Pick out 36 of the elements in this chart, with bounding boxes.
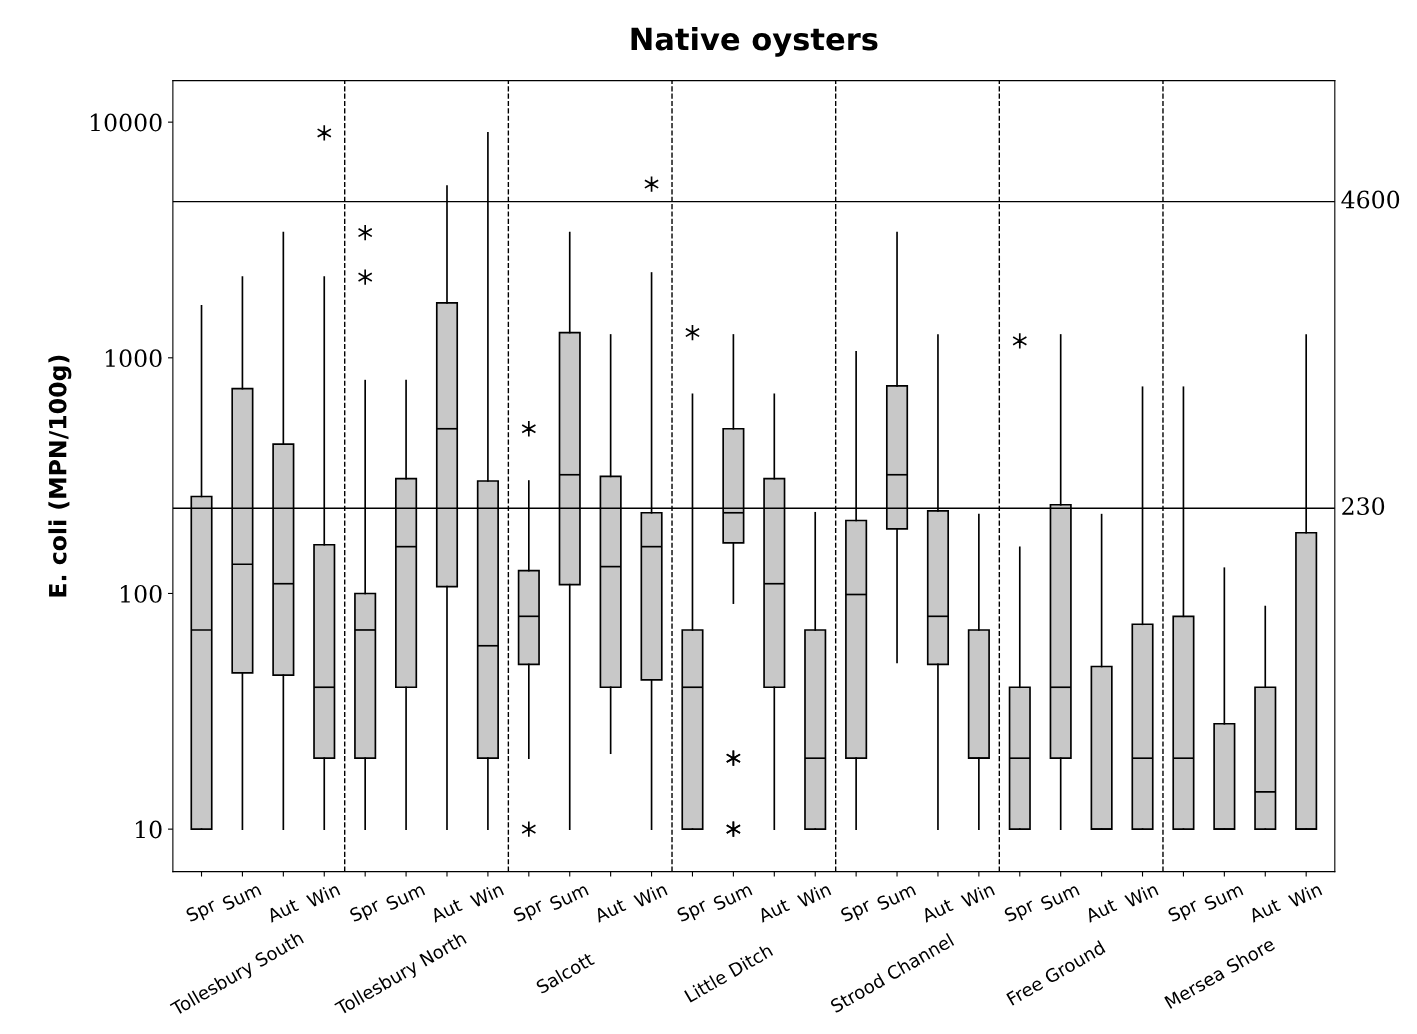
x-tick-label: Spr xyxy=(839,897,874,926)
x-tick-label: Aut xyxy=(429,897,463,923)
x-tick-label: Win xyxy=(1124,882,1159,908)
x-tick-label: Aut xyxy=(266,897,300,923)
y-tick-label: 10 xyxy=(135,820,162,839)
x-tick-label: Win xyxy=(1287,882,1323,908)
y-tick-label: 100 xyxy=(120,584,162,603)
x-tick-label: Sum xyxy=(1203,882,1244,911)
x-tick-label: Win xyxy=(305,882,341,908)
x-tick-label: Sum xyxy=(548,882,589,911)
x-tick-label: Spr xyxy=(1167,897,1201,926)
x-tick-label: Win xyxy=(960,882,995,908)
x-tick-label: Aut xyxy=(593,897,627,923)
x-tick-label: Aut xyxy=(1084,897,1118,923)
y-tick-label: 10000 xyxy=(90,113,162,132)
x-tick-label: Sum xyxy=(876,882,917,911)
x-tick-label: Spr xyxy=(185,897,219,926)
y-axis-title: E. coli (MPN/100g) xyxy=(48,355,72,597)
x-tick-label: Spr xyxy=(348,897,383,926)
ref-line-label: 230 xyxy=(1342,497,1385,516)
x-tick-label: Win xyxy=(796,882,832,908)
chart-title: Native oysters xyxy=(631,26,878,57)
x-tick-label: Aut xyxy=(756,897,791,923)
x-tick-label: Win xyxy=(469,882,504,908)
x-tick-label: Spr xyxy=(676,897,710,926)
x-tick-label: Spr xyxy=(1003,897,1038,926)
x-tick-label: Spr xyxy=(512,897,547,926)
x-tick-label: Sum xyxy=(221,882,262,911)
x-tick-label: Sum xyxy=(385,882,426,911)
x-tick-label: Sum xyxy=(1039,882,1080,911)
x-tick-label: Sum xyxy=(712,882,753,911)
x-tick-label: Aut xyxy=(920,897,954,923)
ref-line-label: 4600 xyxy=(1341,190,1400,209)
x-tick-label: Win xyxy=(633,882,668,908)
y-tick-label: 1000 xyxy=(105,349,162,368)
x-tick-label: Aut xyxy=(1247,897,1282,923)
